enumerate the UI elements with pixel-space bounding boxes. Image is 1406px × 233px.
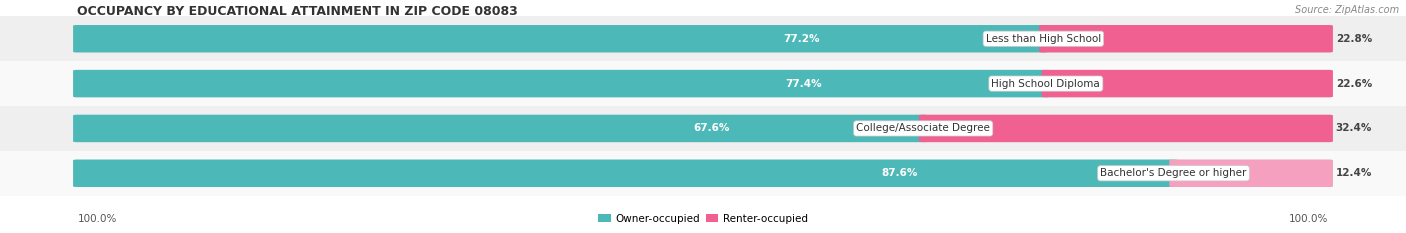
- FancyBboxPatch shape: [73, 70, 1333, 97]
- FancyBboxPatch shape: [0, 106, 1406, 151]
- Text: Less than High School: Less than High School: [986, 34, 1101, 44]
- FancyBboxPatch shape: [1039, 25, 1333, 52]
- FancyBboxPatch shape: [73, 25, 1333, 52]
- FancyBboxPatch shape: [0, 61, 1406, 106]
- Text: 100.0%: 100.0%: [77, 214, 117, 224]
- FancyBboxPatch shape: [73, 115, 928, 142]
- FancyBboxPatch shape: [0, 151, 1406, 196]
- Text: OCCUPANCY BY EDUCATIONAL ATTAINMENT IN ZIP CODE 08083: OCCUPANCY BY EDUCATIONAL ATTAINMENT IN Z…: [77, 5, 517, 18]
- Text: Source: ZipAtlas.com: Source: ZipAtlas.com: [1295, 5, 1399, 15]
- Text: 100.0%: 100.0%: [1289, 214, 1329, 224]
- Text: 12.4%: 12.4%: [1336, 168, 1372, 178]
- Text: 77.2%: 77.2%: [783, 34, 820, 44]
- FancyBboxPatch shape: [920, 115, 1333, 142]
- FancyBboxPatch shape: [73, 160, 1333, 187]
- Text: Bachelor's Degree or higher: Bachelor's Degree or higher: [1101, 168, 1247, 178]
- FancyBboxPatch shape: [73, 70, 1050, 97]
- FancyBboxPatch shape: [73, 115, 1333, 142]
- FancyBboxPatch shape: [73, 160, 1178, 187]
- Text: 67.6%: 67.6%: [693, 123, 730, 134]
- FancyBboxPatch shape: [1042, 70, 1333, 97]
- Text: 77.4%: 77.4%: [786, 79, 823, 89]
- Text: High School Diploma: High School Diploma: [991, 79, 1101, 89]
- Text: 87.6%: 87.6%: [882, 168, 918, 178]
- Text: College/Associate Degree: College/Associate Degree: [856, 123, 990, 134]
- Text: 22.6%: 22.6%: [1336, 79, 1372, 89]
- Text: 32.4%: 32.4%: [1336, 123, 1372, 134]
- Legend: Owner-occupied, Renter-occupied: Owner-occupied, Renter-occupied: [595, 209, 811, 228]
- FancyBboxPatch shape: [1170, 160, 1333, 187]
- FancyBboxPatch shape: [73, 25, 1047, 52]
- FancyBboxPatch shape: [0, 16, 1406, 61]
- Text: 22.8%: 22.8%: [1336, 34, 1372, 44]
